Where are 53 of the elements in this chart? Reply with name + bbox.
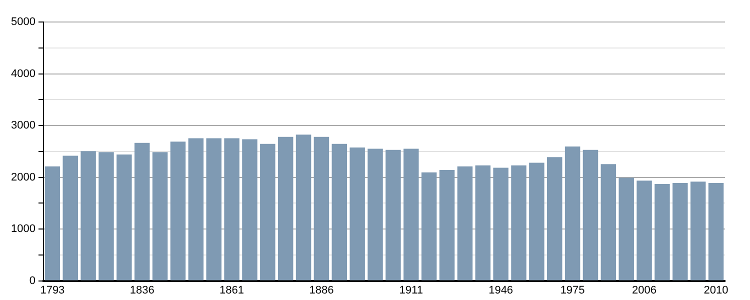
bar	[260, 144, 276, 280]
x-tick-label: 1793	[40, 284, 65, 296]
bar	[368, 148, 383, 280]
bar	[350, 148, 365, 280]
x-tick-label: 1946	[488, 284, 514, 296]
bar	[242, 139, 258, 280]
bar	[152, 152, 168, 280]
bar	[62, 156, 78, 280]
bar	[80, 151, 96, 280]
bar	[170, 142, 186, 280]
bar	[708, 182, 724, 280]
y-tick-label: 1000	[10, 223, 36, 236]
bar	[511, 165, 526, 280]
bar	[421, 172, 437, 280]
bar	[636, 180, 652, 280]
x-tick-label: 1911	[399, 284, 423, 296]
x-tick-label: 1836	[130, 284, 154, 296]
bar	[332, 144, 348, 280]
bar	[457, 166, 473, 280]
bar	[600, 164, 616, 280]
bar	[314, 136, 330, 280]
bar	[546, 157, 562, 280]
bar	[618, 178, 634, 280]
bar	[690, 182, 706, 280]
bar	[206, 138, 222, 280]
bar	[224, 138, 240, 280]
x-tick-label: 2010	[704, 284, 728, 296]
bar	[296, 134, 312, 280]
bar	[386, 150, 401, 280]
y-tick-label: 2000	[10, 171, 36, 184]
bar	[529, 162, 544, 280]
bar	[404, 148, 419, 280]
y-tick-label: 3000	[10, 120, 36, 132]
bar	[439, 170, 455, 280]
x-tick-label: 1975	[560, 284, 585, 296]
bar	[493, 168, 508, 280]
x-tick-label: 2006	[632, 284, 657, 296]
bar	[116, 154, 132, 280]
y-tick-label: 0	[29, 274, 36, 287]
x-tick-label: 1886	[309, 284, 334, 296]
bar	[564, 146, 580, 280]
bar	[672, 182, 688, 280]
x-tick-label: 1861	[220, 284, 244, 296]
bar	[278, 136, 294, 280]
bar	[475, 165, 490, 280]
bar	[134, 142, 150, 280]
bar	[44, 166, 60, 280]
bar	[654, 184, 670, 280]
y-tick-label: 4000	[10, 68, 36, 80]
y-tick-label: 5000	[10, 16, 36, 28]
bar	[98, 152, 114, 280]
bar	[582, 150, 598, 280]
bar	[188, 138, 204, 280]
